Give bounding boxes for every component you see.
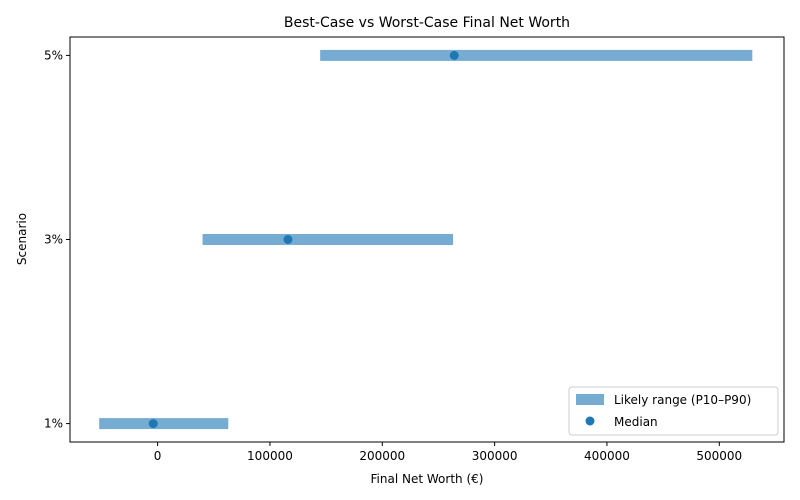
range-bar-5%: [320, 49, 753, 61]
legend-median-label: Median: [614, 415, 658, 429]
x-tick-label: 0: [154, 449, 162, 463]
x-tick-label: 300000: [472, 449, 518, 463]
median-point-1%: [148, 419, 158, 429]
range-bar-3%: [202, 234, 454, 245]
x-axis-label: Final Net Worth (€): [371, 472, 484, 486]
chart-title: Best-Case vs Worst-Case Final Net Worth: [284, 15, 570, 31]
median-point-3%: [283, 235, 293, 244]
x-tick-label: 200000: [359, 449, 405, 463]
x-tick-label: 500000: [696, 449, 742, 463]
median-point-5%: [449, 50, 459, 60]
y-axis-label: Scenario: [15, 213, 29, 265]
legend-median-marker: [585, 416, 595, 426]
legend-range-label: Likely range (P10–P90): [614, 393, 751, 407]
y-tick-label: 5%: [44, 48, 63, 62]
x-tick-label: 100000: [247, 449, 293, 463]
legend-range-swatch: [576, 394, 604, 405]
legend: Likely range (P10–P90) Median: [568, 386, 779, 436]
range-bar-1%: [99, 418, 229, 430]
y-tick-label: 1%: [44, 417, 63, 431]
y-tick-label: 3%: [44, 233, 63, 247]
legend-frame: [568, 386, 779, 436]
plot-frame: [69, 36, 785, 443]
x-tick-label: 400000: [584, 449, 630, 463]
